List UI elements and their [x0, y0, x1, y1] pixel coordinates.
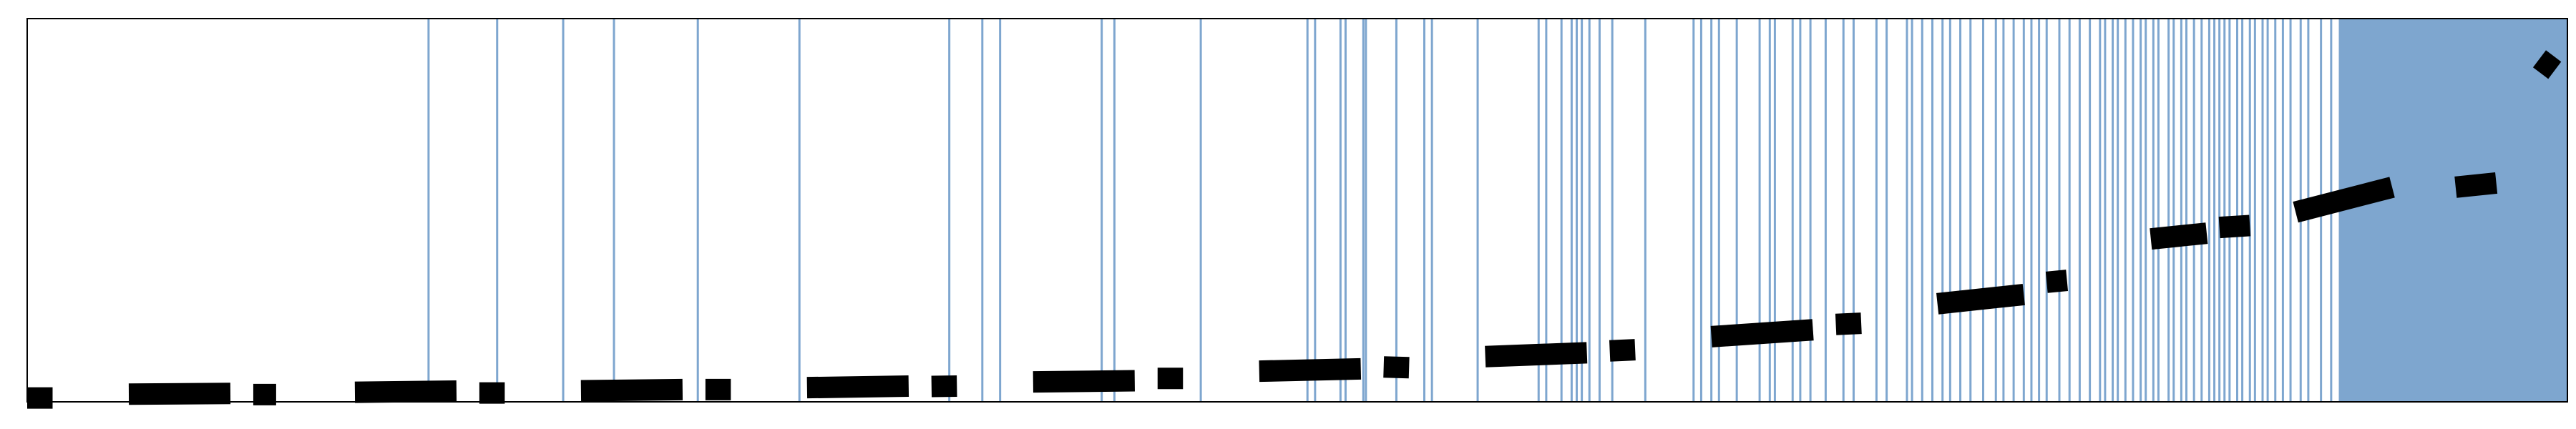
- line-segments-group: [27, 50, 2562, 409]
- plot-background: [27, 19, 2567, 402]
- line-segment-19: [2150, 222, 2208, 250]
- dense-vertical-band: [2338, 19, 2567, 402]
- line-segment-20: [2218, 214, 2251, 239]
- line-segment-1: [128, 383, 231, 405]
- line-segment-3: [354, 380, 457, 403]
- line-segment-16: [1835, 312, 1862, 335]
- line-segment-18: [2045, 270, 2069, 293]
- dense-band-group: [2338, 19, 2567, 402]
- line-segment-5: [580, 378, 683, 402]
- line-segment-9: [1033, 370, 1135, 393]
- line-segment-14: [1609, 339, 1636, 362]
- line-segment-17: [1936, 284, 2025, 315]
- line-segment-8: [931, 375, 957, 398]
- line-segment-21: [2293, 177, 2395, 223]
- line-segment-23: [2532, 50, 2562, 79]
- line-segment-22: [2454, 172, 2498, 198]
- line-segment-7: [806, 375, 909, 399]
- line-segment-13: [1485, 342, 1588, 368]
- line-segment-11: [1259, 358, 1362, 383]
- line-segment-15: [1710, 319, 1814, 347]
- line-segment-12: [1383, 356, 1410, 379]
- plot-frame: [26, 18, 2568, 403]
